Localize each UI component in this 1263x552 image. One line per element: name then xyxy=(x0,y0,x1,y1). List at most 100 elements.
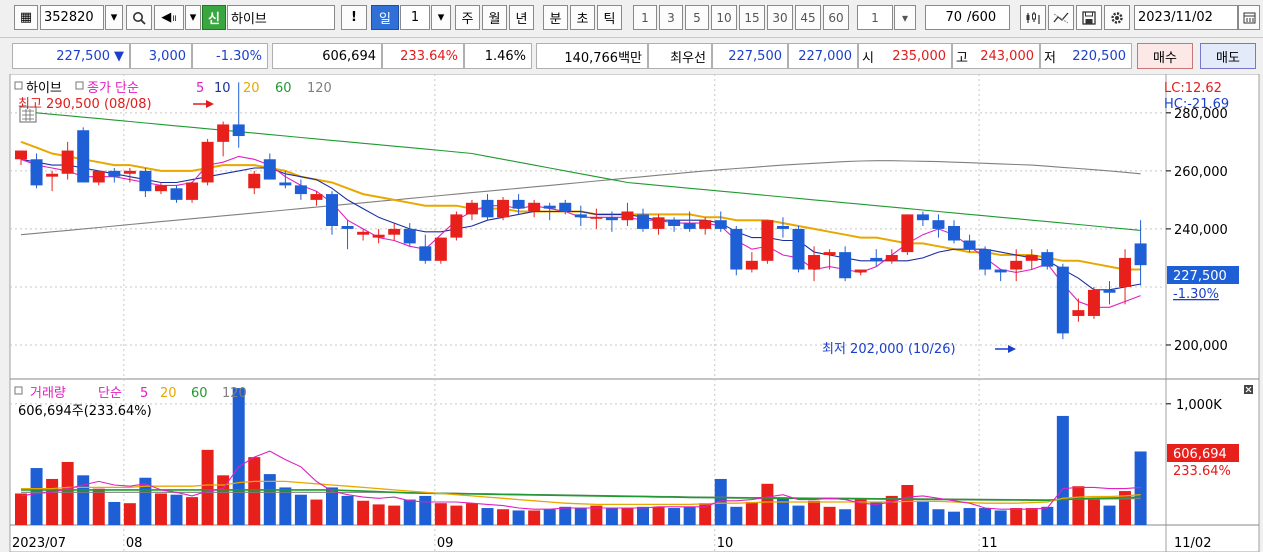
minute-option-45[interactable]: 45 xyxy=(795,5,821,30)
candle-body xyxy=(543,205,556,209)
minute-option-3[interactable]: 3 xyxy=(659,5,683,30)
candle-body xyxy=(776,226,789,229)
candle-body xyxy=(870,257,883,261)
price-down-arrow-icon: ▼ xyxy=(114,48,124,64)
code-dropdown-icon[interactable]: ▾ xyxy=(105,5,123,30)
candle-body xyxy=(948,226,960,241)
candle-body xyxy=(652,217,665,229)
candle-body xyxy=(1072,310,1085,316)
period-count-input[interactable]: 1 xyxy=(400,5,430,30)
minute-option-1[interactable]: 1 xyxy=(633,5,657,30)
legend-ma20: 20 xyxy=(243,81,260,96)
candle-body xyxy=(979,249,992,270)
period-day-tab[interactable]: 일 xyxy=(371,5,399,30)
candle-body xyxy=(170,188,183,200)
minute-option-10[interactable]: 10 xyxy=(711,5,737,30)
gear-icon[interactable] xyxy=(1104,5,1130,30)
candle-body xyxy=(621,211,634,221)
current-price-marker-label: 227,500 xyxy=(1173,269,1227,284)
date-input[interactable]: 2023/11/02 xyxy=(1134,5,1238,30)
minute-option-30[interactable]: 30 xyxy=(767,5,793,30)
table-grid-icon xyxy=(22,109,34,121)
volume-bar xyxy=(497,509,510,525)
candle-body xyxy=(201,141,214,183)
candle-body xyxy=(232,124,245,137)
stat-lc: LC:12.62 xyxy=(1164,81,1222,96)
best-quote-label: 최우선 xyxy=(648,43,712,69)
candle-body xyxy=(61,150,74,174)
new-listing-badge: 신 xyxy=(202,5,226,30)
volume-bar xyxy=(699,503,712,525)
minute-option-15[interactable]: 15 xyxy=(739,5,765,30)
candle-body xyxy=(92,170,105,183)
candle-body xyxy=(854,269,867,273)
candle-body xyxy=(139,170,152,192)
candle-body xyxy=(123,170,136,174)
stock-chart[interactable]: 280,000 260,000 240,000 200,000 1,000K 2023/0… xyxy=(0,74,1263,552)
minute-option-60[interactable]: 60 xyxy=(823,5,849,30)
period-week-tab[interactable]: 주 xyxy=(455,5,480,30)
volume-bar xyxy=(372,504,385,525)
candle-body xyxy=(745,260,758,270)
close-icon xyxy=(1245,386,1252,393)
stock-code-input[interactable]: 352820 xyxy=(40,5,104,30)
volume-bar xyxy=(248,457,261,525)
candle-body xyxy=(186,182,199,200)
candle-body xyxy=(108,170,121,177)
candle-body xyxy=(263,159,276,180)
volume-bar xyxy=(1041,506,1054,525)
sound-icon[interactable]: ◀ ॥ xyxy=(154,5,184,30)
search-icon[interactable] xyxy=(126,5,152,30)
period-count-dropdown-icon[interactable]: ▾ xyxy=(431,5,451,30)
candle-body xyxy=(994,269,1007,273)
save-icon[interactable] xyxy=(1076,5,1102,30)
current-price-marker xyxy=(1167,266,1239,284)
period-second-tab[interactable]: 초 xyxy=(570,5,595,30)
candle-body xyxy=(481,199,494,218)
buy-button[interactable]: 매수 xyxy=(1137,43,1193,69)
interval-input[interactable]: 1 xyxy=(857,5,893,30)
candle-body xyxy=(357,231,370,235)
candle-body xyxy=(46,173,59,177)
current-price-value: 227,500 xyxy=(56,48,110,64)
sound-dropdown-icon[interactable]: ▾ xyxy=(185,5,201,30)
period-year-tab[interactable]: 년 xyxy=(509,5,534,30)
minute-option-5[interactable]: 5 xyxy=(685,5,709,30)
period-tick-tab[interactable]: 틱 xyxy=(597,5,622,30)
volume-bar xyxy=(465,503,478,525)
sell-button[interactable]: 매도 xyxy=(1200,43,1256,69)
stock-name-field[interactable]: 하이브 xyxy=(227,5,335,30)
volume-bar xyxy=(776,498,789,525)
candle-body xyxy=(1025,255,1038,261)
interval-dropdown-icon[interactable]: ▾ xyxy=(894,5,916,30)
period-month-tab[interactable]: 월 xyxy=(482,5,507,30)
volume-bar xyxy=(294,494,307,525)
calendar-icon[interactable] xyxy=(1238,5,1260,30)
period-minute-tab[interactable]: 분 xyxy=(543,5,568,30)
date-tick-label: 2023/07 xyxy=(12,536,66,551)
chart-type-icon[interactable] xyxy=(1020,5,1046,30)
low-label: 저 xyxy=(1044,50,1056,66)
toolbar: ▦ 352820 ▾ ◀ ॥ ▾ 신 하이브 ! 일 1 ▾ 주 월 년 분 초 … xyxy=(0,0,1263,38)
volume-legend: 거래량 단순 5 20 60 120 xyxy=(14,386,247,401)
low-price: 저 220,500 xyxy=(1040,43,1132,69)
volume-bar xyxy=(559,506,572,525)
price-change-pct: -1.30% xyxy=(192,43,268,69)
alert-button[interactable]: ! xyxy=(341,5,367,30)
grid-menu-icon[interactable]: ▦ xyxy=(14,5,38,30)
volume-bar xyxy=(668,508,681,525)
candle-body xyxy=(885,255,898,261)
volume-bar xyxy=(357,500,370,525)
volume-bar xyxy=(590,505,603,525)
volume-bar xyxy=(419,495,432,525)
volume-bar xyxy=(1134,451,1147,525)
price-legend: 하이브 종가 단순 5 10 20 60 120 xyxy=(14,81,332,96)
volume-bar xyxy=(388,505,401,525)
candle-body xyxy=(761,220,774,261)
bar-count-input[interactable]: 70 xyxy=(925,5,965,30)
indicator-icon[interactable] xyxy=(1048,5,1074,30)
candle-body xyxy=(730,228,743,270)
volume-bar xyxy=(745,501,758,525)
current-volume-label: 606,694 xyxy=(1173,447,1227,462)
candle-body xyxy=(388,228,401,235)
